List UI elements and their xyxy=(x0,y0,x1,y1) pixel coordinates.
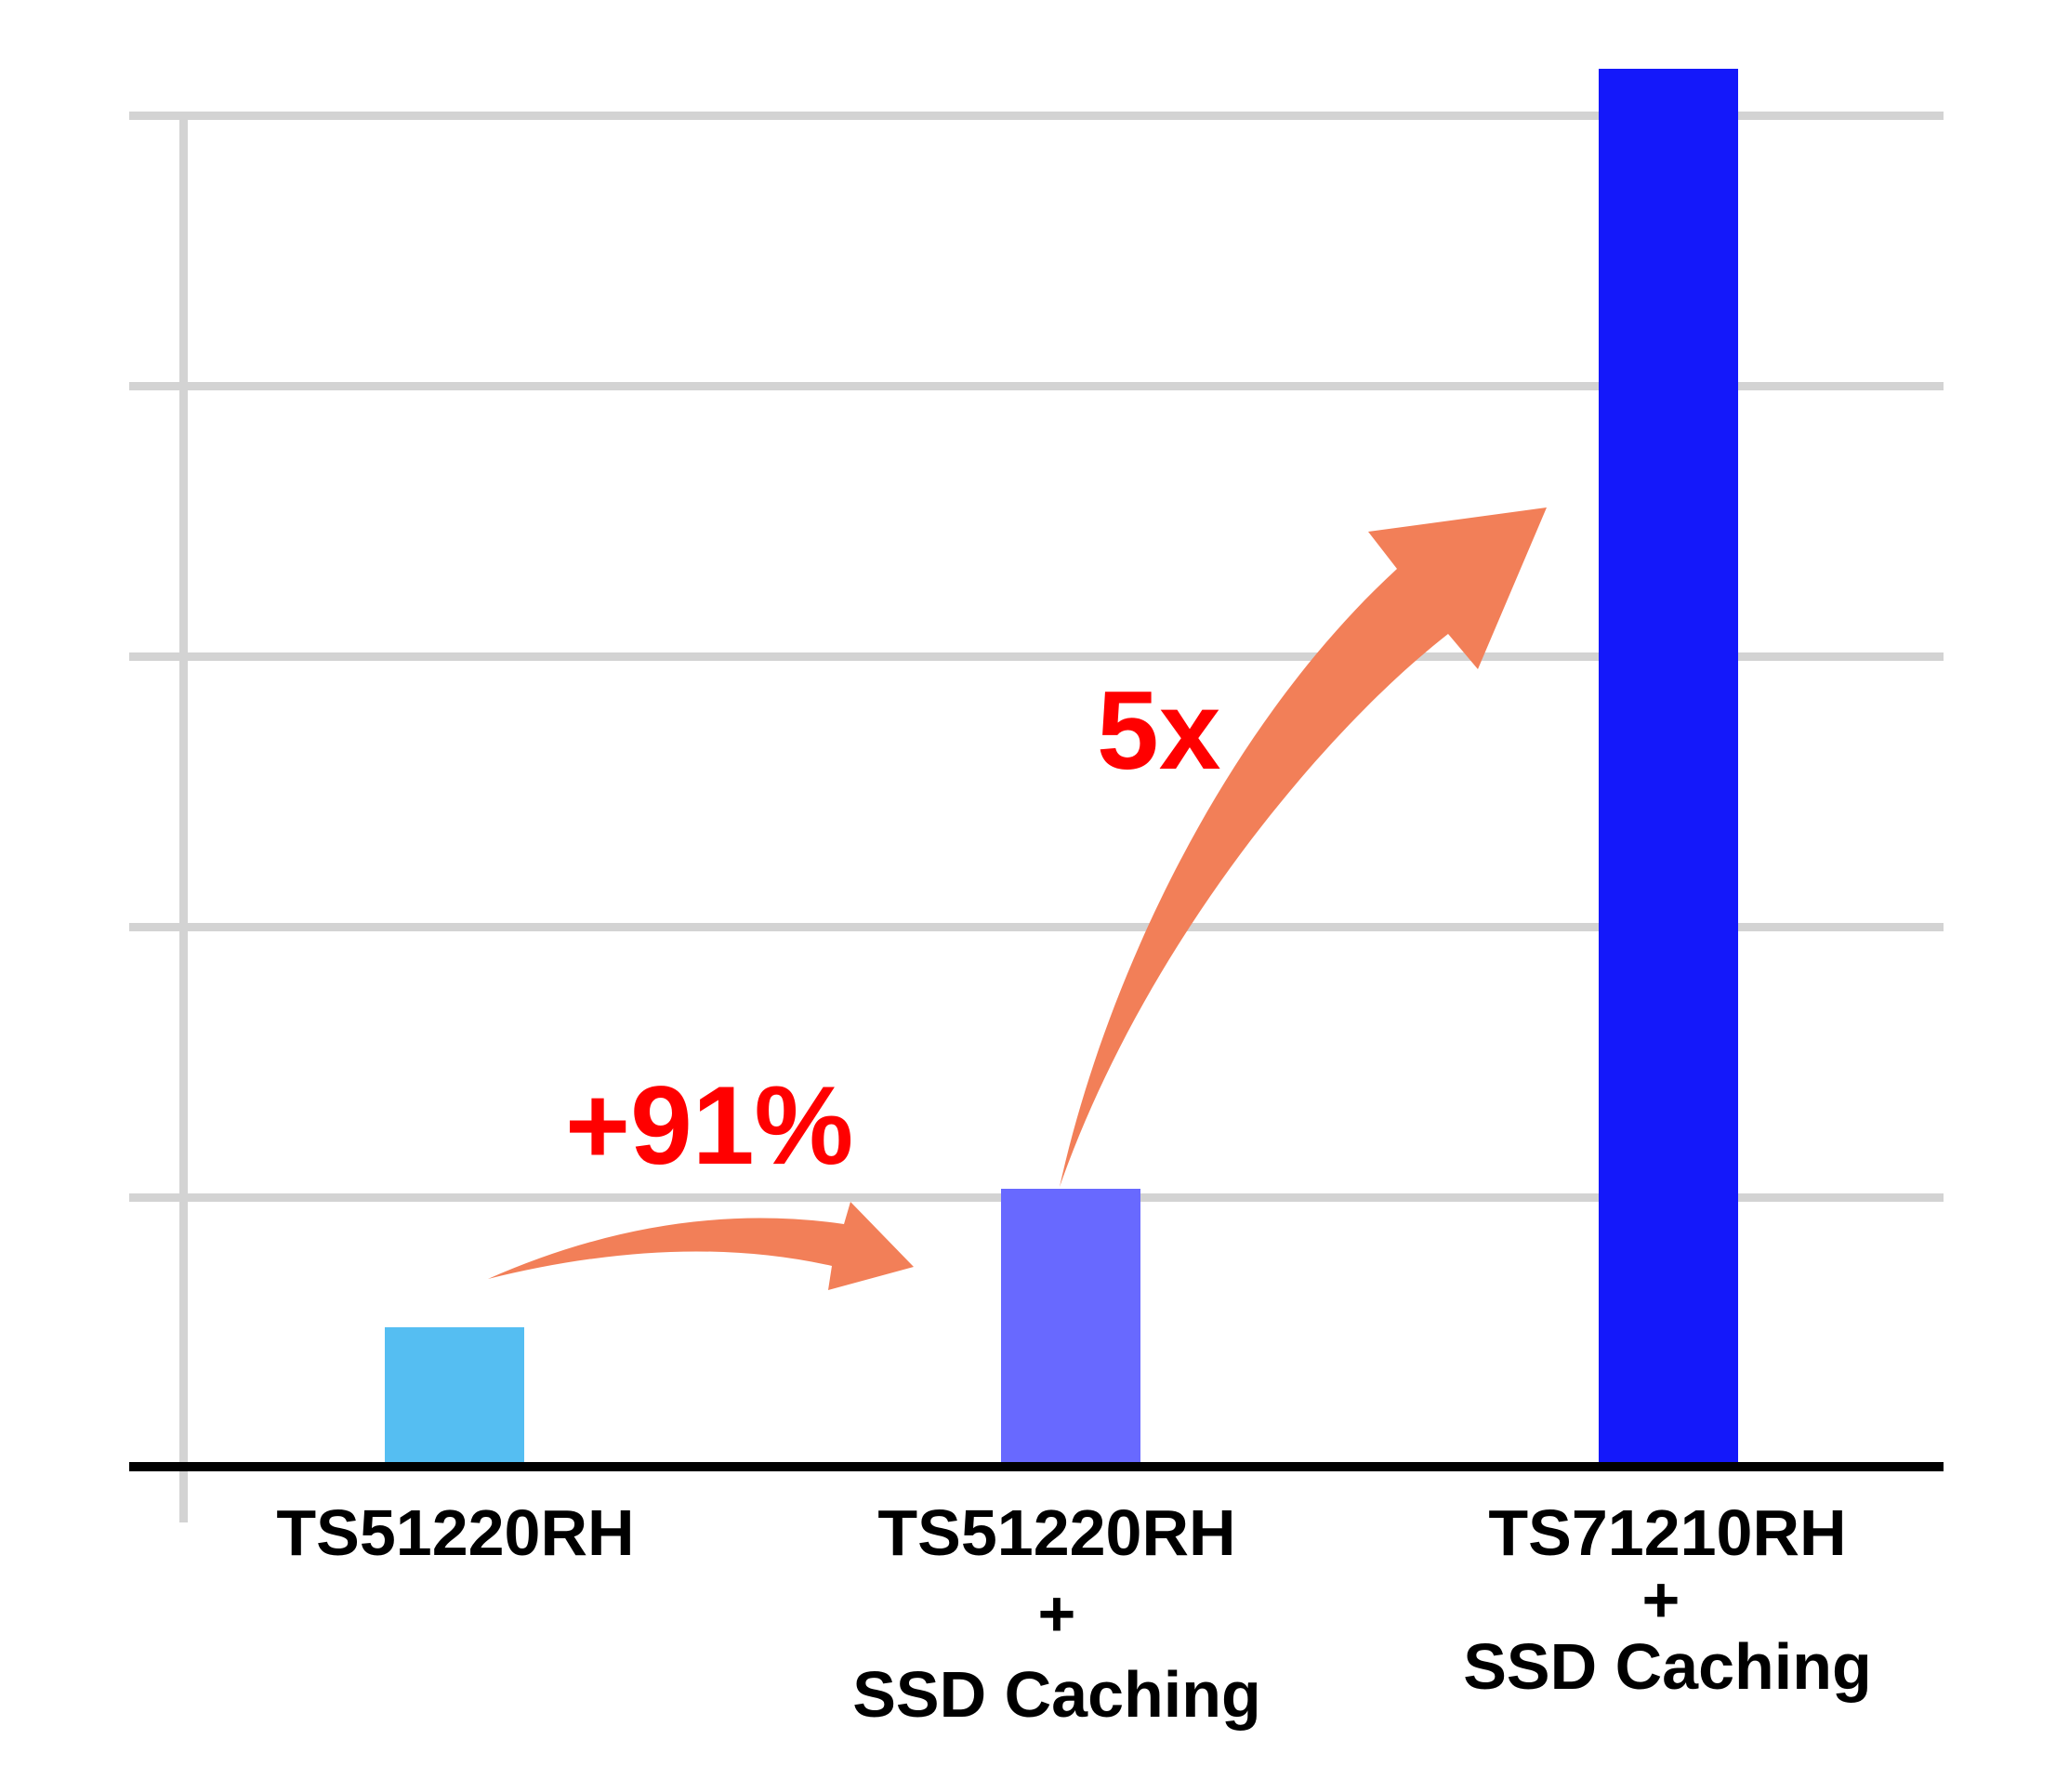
category-label-ts51220rh-ssd-line1: TS51220RH xyxy=(877,1496,1235,1569)
growth-arrow-5x-icon xyxy=(1060,507,1547,1187)
gridline-3 xyxy=(129,652,1944,661)
bars xyxy=(385,69,1738,1467)
bar-ts71210rh-ssd-caching xyxy=(1599,69,1738,1467)
category-label-ts71210rh-ssd-line3: SSD Caching xyxy=(1463,1630,1872,1703)
category-label-ts51220rh-ssd-line2: + xyxy=(1038,1577,1076,1650)
x-axis-labels: TS51220RH TS51220RH + SSD Caching TS7121… xyxy=(276,1496,1871,1731)
bar-ts51220rh-ssd-caching xyxy=(1001,1189,1140,1467)
gridline-4 xyxy=(129,382,1944,390)
category-label-ts71210rh-ssd-line2: + xyxy=(1642,1563,1680,1636)
category-label-ts51220rh: TS51220RH xyxy=(276,1496,634,1569)
gridline-5 xyxy=(129,112,1944,120)
category-label-ts51220rh-ssd-line3: SSD Caching xyxy=(852,1658,1261,1731)
annotation-plus-91-percent: +91% xyxy=(565,1063,853,1188)
gridline-2 xyxy=(129,923,1944,931)
category-label-ts71210rh-ssd-line1: TS71210RH xyxy=(1488,1496,1846,1569)
growth-arrow-91-percent-icon xyxy=(488,1202,914,1290)
x-axis-baseline xyxy=(129,1462,1944,1471)
y-axis-line xyxy=(179,112,188,1522)
annotation-5x: 5x xyxy=(1097,668,1220,793)
bar-ts51220rh xyxy=(385,1327,524,1467)
